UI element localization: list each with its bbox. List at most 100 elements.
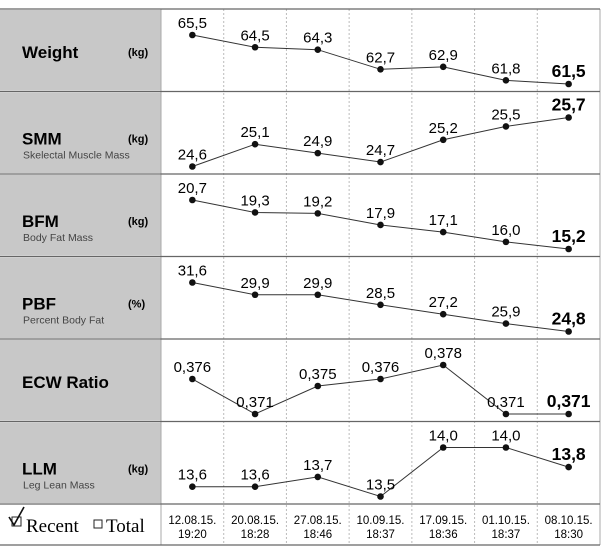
metric-title: BFM [22, 212, 59, 231]
metric-unit: (kg) [128, 216, 149, 228]
data-label: 64,3 [303, 30, 332, 47]
data-point [439, 444, 447, 451]
data-label: 13,6 [240, 467, 269, 484]
data-point [314, 149, 322, 157]
metric-title: PBF [22, 295, 56, 314]
date-label: 17.09.15. [419, 515, 467, 527]
data-point [502, 444, 510, 451]
data-point [502, 77, 510, 84]
data-label: 13,7 [303, 457, 332, 474]
data-label: 61,8 [491, 60, 520, 77]
data-point [377, 301, 384, 309]
data-label: 14,0 [429, 428, 458, 445]
data-label: 14,0 [491, 428, 520, 445]
data-label: 13,6 [178, 467, 207, 484]
metric-unit: (kg) [128, 464, 149, 476]
date-label: 12.08.15. [168, 515, 216, 527]
data-point [189, 163, 196, 170]
data-point [251, 209, 259, 216]
data-label: 24,7 [366, 142, 395, 159]
time-label: 18:46 [303, 529, 332, 541]
data-label: 24,8 [552, 309, 586, 329]
time-label: 18:28 [241, 529, 270, 541]
metric-unit: (kg) [128, 47, 149, 59]
data-point [377, 493, 384, 500]
data-point [439, 136, 447, 144]
data-label: 25,5 [491, 106, 520, 123]
data-label: 0,371 [487, 394, 525, 411]
data-point [251, 291, 259, 299]
data-point [439, 361, 447, 369]
time-label: 18:37 [366, 529, 395, 541]
data-label: 25,1 [240, 124, 269, 141]
data-label: 0,371 [236, 394, 274, 411]
data-label: 15,2 [552, 226, 586, 246]
metric-label-panel [0, 340, 161, 421]
data-label: 0,371 [547, 391, 591, 411]
data-point [565, 114, 572, 121]
data-label: 0,376 [362, 359, 400, 376]
data-label: 64,5 [240, 27, 269, 44]
metric-subtitle: Leg Lean Mass [23, 480, 95, 492]
data-label: 25,7 [552, 95, 586, 115]
metric-subtitle: Skelectal Muscle Mass [23, 150, 130, 162]
metric-label-panel [0, 92, 161, 173]
time-label: 19:20 [178, 529, 207, 541]
data-point [189, 196, 196, 204]
data-label: 29,9 [240, 275, 269, 292]
date-label: 20.08.15. [231, 515, 279, 527]
metric-label-panel [0, 257, 161, 338]
data-label: 19,3 [240, 192, 269, 209]
data-label: 24,6 [178, 147, 207, 164]
data-point [377, 375, 384, 383]
data-label: 24,9 [303, 133, 332, 150]
data-point [251, 43, 259, 51]
data-label: 17,1 [429, 212, 458, 229]
metric-label-panel [0, 175, 161, 256]
data-label: 65,5 [178, 15, 207, 32]
data-point [439, 228, 447, 236]
data-label: 16,0 [491, 222, 520, 239]
metric-label-panel [0, 422, 161, 503]
metric-title: LLM [22, 460, 57, 479]
data-label: 17,9 [366, 205, 395, 222]
recent-label: Recent [26, 516, 79, 537]
data-point [314, 291, 322, 299]
data-point [439, 310, 447, 318]
metric-subtitle: Percent Body Fat [23, 315, 104, 327]
data-label: 28,5 [366, 285, 395, 302]
data-point [189, 279, 196, 286]
metric-label-panel [0, 10, 161, 91]
data-point [189, 31, 196, 39]
data-point [189, 375, 196, 383]
data-label: 0,375 [299, 366, 337, 383]
data-label: 25,9 [491, 304, 520, 321]
time-label: 18:37 [492, 529, 521, 541]
data-label: 19,2 [303, 193, 332, 210]
data-label: 31,6 [178, 263, 207, 280]
total-checkbox[interactable] [93, 519, 103, 529]
data-label: 25,2 [429, 120, 458, 137]
data-point [314, 46, 322, 53]
data-label: 0,376 [174, 359, 212, 376]
metric-title: SMM [22, 130, 62, 149]
data-point [251, 140, 259, 148]
data-point [251, 410, 259, 418]
data-point [565, 245, 572, 253]
data-label: 13,5 [366, 477, 395, 494]
data-point [502, 320, 510, 327]
data-point [314, 382, 322, 390]
data-point [377, 221, 384, 229]
data-label: 27,2 [429, 294, 458, 311]
data-label: 13,8 [552, 444, 586, 464]
data-label: 0,378 [424, 345, 462, 362]
metric-title: ECW Ratio [22, 373, 109, 392]
data-point [502, 123, 510, 130]
date-label: 27.08.15. [294, 515, 342, 527]
data-point [314, 473, 322, 481]
data-point [565, 80, 572, 88]
time-label: 18:36 [429, 529, 458, 541]
total-label: Total [106, 516, 145, 537]
data-point [565, 328, 572, 335]
